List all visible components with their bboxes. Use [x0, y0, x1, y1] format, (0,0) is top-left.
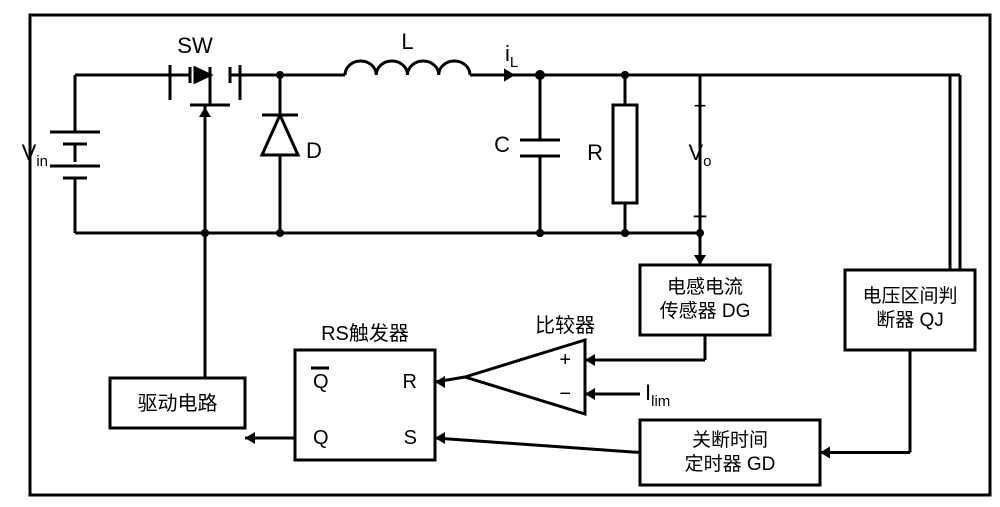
pin-r: R	[403, 371, 417, 393]
label-l: L	[401, 29, 413, 54]
box-qj-l2: 断器 QJ	[876, 309, 944, 331]
label-ilim: Ilim	[645, 380, 670, 410]
label-c: C	[494, 132, 510, 157]
label-rs-title: RS触发器	[321, 322, 409, 345]
box-driver: 驱动电路	[138, 392, 218, 415]
pin-q: Q	[313, 427, 329, 449]
box-gd-l1: 关断时间	[692, 429, 768, 451]
label-d: D	[306, 138, 322, 163]
comp-minus: −	[559, 383, 571, 405]
label-r: R	[587, 140, 603, 165]
label-il: iL	[505, 41, 518, 71]
label-sw: SW	[177, 33, 213, 58]
box-sensor-l2: 传感器 DG	[660, 300, 751, 322]
box-sensor-l1: 电感电流	[667, 276, 743, 298]
pin-qbar: Q	[313, 371, 329, 393]
box-gd-l2: 定时器 GD	[685, 453, 776, 475]
box-qj-l1: 电压区间判	[862, 285, 957, 307]
label-comparator: 比较器	[535, 314, 595, 337]
comp-plus: +	[559, 349, 571, 371]
pin-s: S	[404, 427, 417, 449]
label-vin: Vin	[22, 140, 48, 170]
